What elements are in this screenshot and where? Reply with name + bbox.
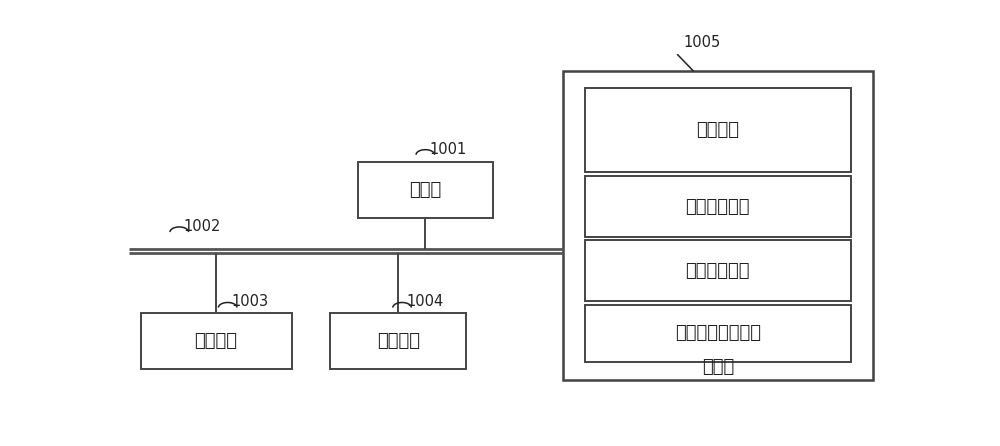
Text: 用户接口模块: 用户接口模块 bbox=[686, 262, 750, 280]
Bar bbox=[358, 162, 493, 219]
Bar bbox=[585, 305, 851, 362]
Text: 网络通信模块: 网络通信模块 bbox=[686, 198, 750, 216]
Text: 操作系统: 操作系统 bbox=[696, 121, 739, 139]
Bar bbox=[585, 88, 851, 172]
Text: 网络接口: 网络接口 bbox=[377, 332, 420, 350]
Bar bbox=[330, 313, 466, 369]
Text: 用户接口: 用户接口 bbox=[195, 332, 238, 350]
Bar bbox=[563, 70, 873, 380]
Text: 1001: 1001 bbox=[429, 141, 466, 157]
Text: 1004: 1004 bbox=[406, 294, 443, 310]
Text: 存储器: 存储器 bbox=[702, 358, 734, 376]
Text: 1002: 1002 bbox=[183, 219, 220, 234]
Text: 广告数据管理程序: 广告数据管理程序 bbox=[675, 324, 761, 343]
Bar bbox=[585, 176, 851, 237]
Text: 1005: 1005 bbox=[683, 35, 720, 50]
Text: 1003: 1003 bbox=[232, 294, 269, 310]
Bar bbox=[585, 240, 851, 301]
Text: 处理器: 处理器 bbox=[409, 181, 441, 199]
Bar bbox=[140, 313, 292, 369]
